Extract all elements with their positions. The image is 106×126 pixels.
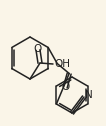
Text: O: O bbox=[34, 44, 42, 54]
Text: N: N bbox=[85, 90, 93, 100]
Text: O: O bbox=[61, 82, 69, 91]
Text: OH: OH bbox=[54, 59, 70, 69]
